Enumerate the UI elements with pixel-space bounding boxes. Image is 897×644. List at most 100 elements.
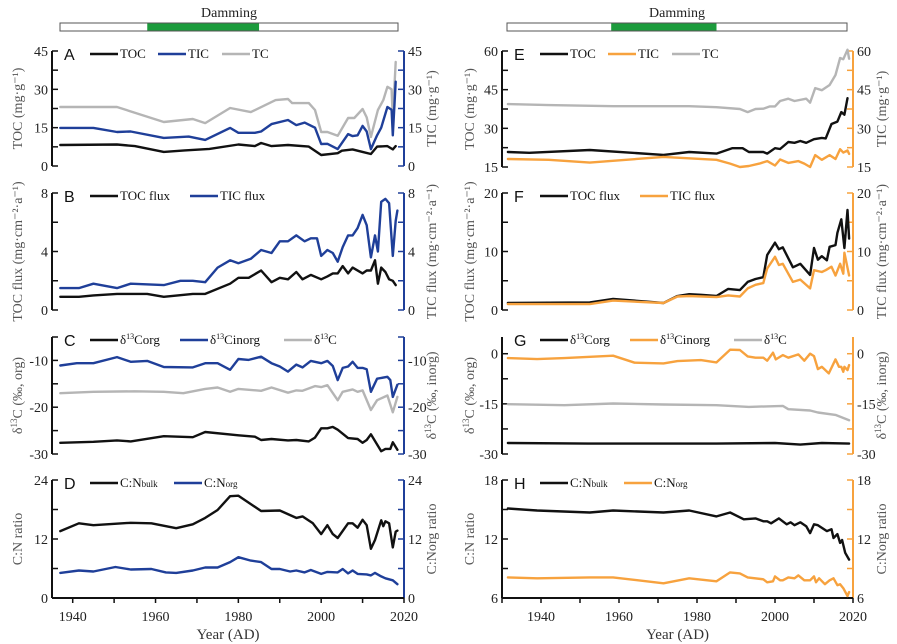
- left-y-tick-label: -30: [29, 448, 48, 463]
- panel-letter: H: [514, 476, 526, 493]
- left-y-axis-label: C:N ratio: [11, 513, 26, 566]
- right-y-tick-label: 0: [857, 348, 864, 363]
- series-line-c-nbulk: [506, 507, 851, 561]
- damming-period-fill: [147, 23, 260, 31]
- x-tick-label: 1940: [59, 610, 87, 625]
- legend-item: C:Norg: [174, 475, 238, 490]
- legend-item: TIC flux: [640, 188, 716, 203]
- legend-item: δ13Cinorg: [630, 332, 711, 347]
- series-line-toc: [59, 141, 397, 157]
- legend-label: δ13Cinorg: [210, 332, 261, 347]
- legend-item: TOC flux: [540, 188, 620, 203]
- panel-letter: B: [64, 189, 75, 206]
- series-line-toc: [506, 96, 849, 157]
- legend-label: TOC flux: [120, 188, 170, 203]
- series-line-c-norg: [506, 571, 851, 598]
- legend-label: δ13Corg: [120, 332, 160, 347]
- right-y-tick-label: -15: [857, 398, 876, 413]
- damming-label: Damming: [649, 6, 705, 21]
- legend-item: C:Nbulk: [90, 475, 158, 490]
- legend-label: δ13C: [314, 332, 337, 347]
- left-y-tick-label: 30: [484, 122, 498, 137]
- panel-letter: G: [514, 333, 526, 350]
- right-y-axis-label: δ13C (‰, inorg): [423, 351, 440, 439]
- panel-A: 0 0 15 15 30 30 45 45 TOC (mg·g⁻¹) TIC (mg·g⁻¹) A T…: [11, 45, 440, 175]
- right-y-axis-label: TIC flux (mg·cm⁻²·a⁻¹): [425, 184, 440, 319]
- x-tick-label: 1960: [142, 610, 170, 625]
- right-y-tick-label: 0: [857, 304, 864, 319]
- panel-letter: F: [514, 189, 524, 206]
- right-y-tick-label: -30: [857, 448, 876, 463]
- left-y-tick-label: 4: [41, 246, 48, 261]
- right-y-tick-label: 0: [408, 592, 415, 607]
- x-tick-label: 2000: [761, 610, 789, 625]
- panel-G: -30 -30 -15 -15 0 0 δ13C (‰, org) δ13C (‰, inor…: [461, 332, 890, 463]
- right-y-axis-label: TIC (mg·g⁻¹): [875, 70, 890, 147]
- legend-label: TC: [252, 46, 269, 61]
- left-y-tick-label: 6: [491, 592, 498, 607]
- legend-item: TOC flux: [90, 188, 170, 203]
- panel-E: 15 15 30 30 45 45 60 60 TOC (mg·g⁻¹) TIC (mg·g⁻¹)…: [463, 45, 890, 176]
- legend-item: δ13Cinorg: [180, 332, 261, 347]
- right-y-axis-label: C:Norg ratio: [425, 504, 440, 575]
- left-y-tick-label: 0: [41, 160, 48, 175]
- panel-letter: E: [514, 47, 525, 64]
- right-y-tick-label: 6: [857, 592, 864, 607]
- x-axis-label: Year (AD): [196, 627, 259, 643]
- legend-item: δ13C: [734, 332, 787, 347]
- series-line-tic: [59, 80, 397, 151]
- legend-label: TIC flux: [220, 188, 266, 203]
- series-line-c-nbulk: [59, 494, 399, 550]
- right-y-tick-label: 15: [408, 122, 422, 137]
- legend-item: TOC: [540, 46, 596, 61]
- right-y-tick-label: 12: [857, 533, 871, 548]
- left-y-axis-label: δ13C (‰, org): [9, 357, 26, 435]
- legend-label: C:Nbulk: [120, 475, 158, 490]
- left-y-tick-label: -10: [29, 354, 48, 369]
- damming-label: Damming: [201, 6, 257, 21]
- left-y-axis-label: TOC (mg·g⁻¹): [463, 68, 478, 150]
- right-y-tick-label: 0: [408, 160, 415, 175]
- legend-label: TC: [702, 46, 719, 61]
- left-y-tick-label: 0: [41, 304, 48, 319]
- legend-label: TIC: [188, 46, 209, 61]
- left-y-tick-label: -30: [479, 448, 498, 463]
- series-line--13c: [506, 402, 851, 422]
- x-tick-label: 1960: [605, 610, 633, 625]
- left-y-tick-label: 8: [41, 187, 48, 202]
- right-y-tick-label: 15: [857, 161, 871, 176]
- legend-label: δ13Cinorg: [660, 332, 711, 347]
- series-line--13c: [59, 384, 399, 414]
- left-y-tick-label: 45: [484, 84, 498, 99]
- right-y-axis-label: TIC flux (mg·cm⁻²·a⁻¹): [875, 184, 890, 319]
- left-y-tick-label: 18: [484, 474, 498, 489]
- right-y-tick-label: 18: [857, 474, 871, 489]
- series-line-c-norg: [59, 556, 399, 586]
- panel-letter: C: [64, 333, 76, 350]
- legend-label: TOC: [570, 46, 596, 61]
- left-y-tick-label: 60: [484, 45, 498, 60]
- legend-item: δ13C: [284, 332, 337, 347]
- legend-item: δ13Corg: [540, 332, 610, 347]
- right-y-axis-label: δ13C (‰, inorg): [873, 351, 890, 439]
- x-tick-label: 2000: [307, 610, 335, 625]
- right-y-axis-label: C:Norg ratio: [875, 504, 890, 575]
- left-y-axis-label: TOC flux (mg·cm⁻²·a⁻¹): [11, 181, 26, 322]
- legend-label: TIC flux: [670, 188, 716, 203]
- x-tick-label: 2020: [390, 610, 418, 625]
- left-y-tick-label: 0: [491, 304, 498, 319]
- damming-period-fill: [611, 23, 717, 31]
- right-y-tick-label: 12: [408, 533, 422, 548]
- right-y-tick-label: 45: [857, 84, 871, 99]
- legend-item: C:Nbulk: [540, 475, 608, 490]
- right-y-tick-label: 45: [408, 45, 422, 60]
- right-y-tick-label: 20: [857, 187, 871, 202]
- x-tick-label: 1940: [527, 610, 555, 625]
- left-y-tick-label: 0: [491, 348, 498, 363]
- left-y-tick-label: 0: [41, 592, 48, 607]
- right-y-axis-label: TIC (mg·g⁻¹): [425, 70, 440, 147]
- series-line-toc-flux: [506, 208, 851, 305]
- series-line-tic: [506, 147, 851, 169]
- series-line-toc-flux: [59, 259, 397, 298]
